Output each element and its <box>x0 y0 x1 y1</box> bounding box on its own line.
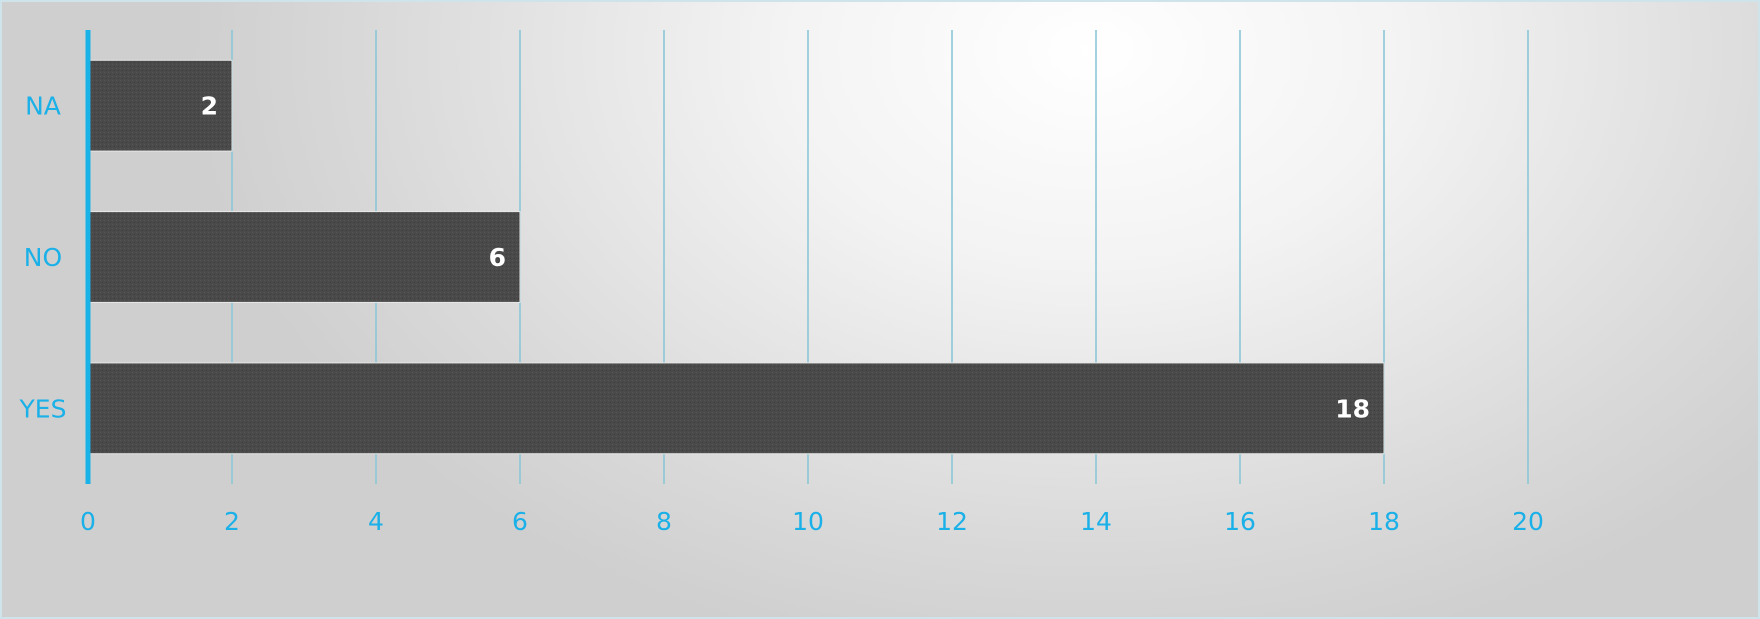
bars <box>87 59 1385 455</box>
category-label-yes: YES <box>19 394 67 423</box>
x-tick-label: 6 <box>512 507 528 536</box>
x-tick-label: 16 <box>1224 507 1256 536</box>
category-axis: YES NO NA <box>19 92 67 424</box>
x-tick-label: 4 <box>368 507 384 536</box>
bar-na <box>87 59 233 152</box>
bar-yes <box>87 362 1385 455</box>
x-tick-label: 14 <box>1080 507 1112 536</box>
x-tick-label: 12 <box>936 507 968 536</box>
bar-no <box>87 211 521 303</box>
x-tick-label: 10 <box>792 507 824 536</box>
x-tick-label: 2 <box>224 507 240 536</box>
x-tick-label: 8 <box>656 507 672 536</box>
category-label-no: NO <box>24 243 62 272</box>
category-label-na: NA <box>25 92 61 121</box>
x-tick-label: 0 <box>80 507 96 536</box>
data-label-no: 6 <box>489 243 506 272</box>
x-tick-label: 20 <box>1512 507 1544 536</box>
data-label-yes: 18 <box>1335 394 1370 423</box>
gridlines <box>231 30 1529 484</box>
x-tick-label: 18 <box>1368 507 1400 536</box>
data-label-na: 2 <box>201 92 218 121</box>
value-axis: 0 2 4 6 8 10 12 14 16 18 20 <box>80 30 1544 536</box>
